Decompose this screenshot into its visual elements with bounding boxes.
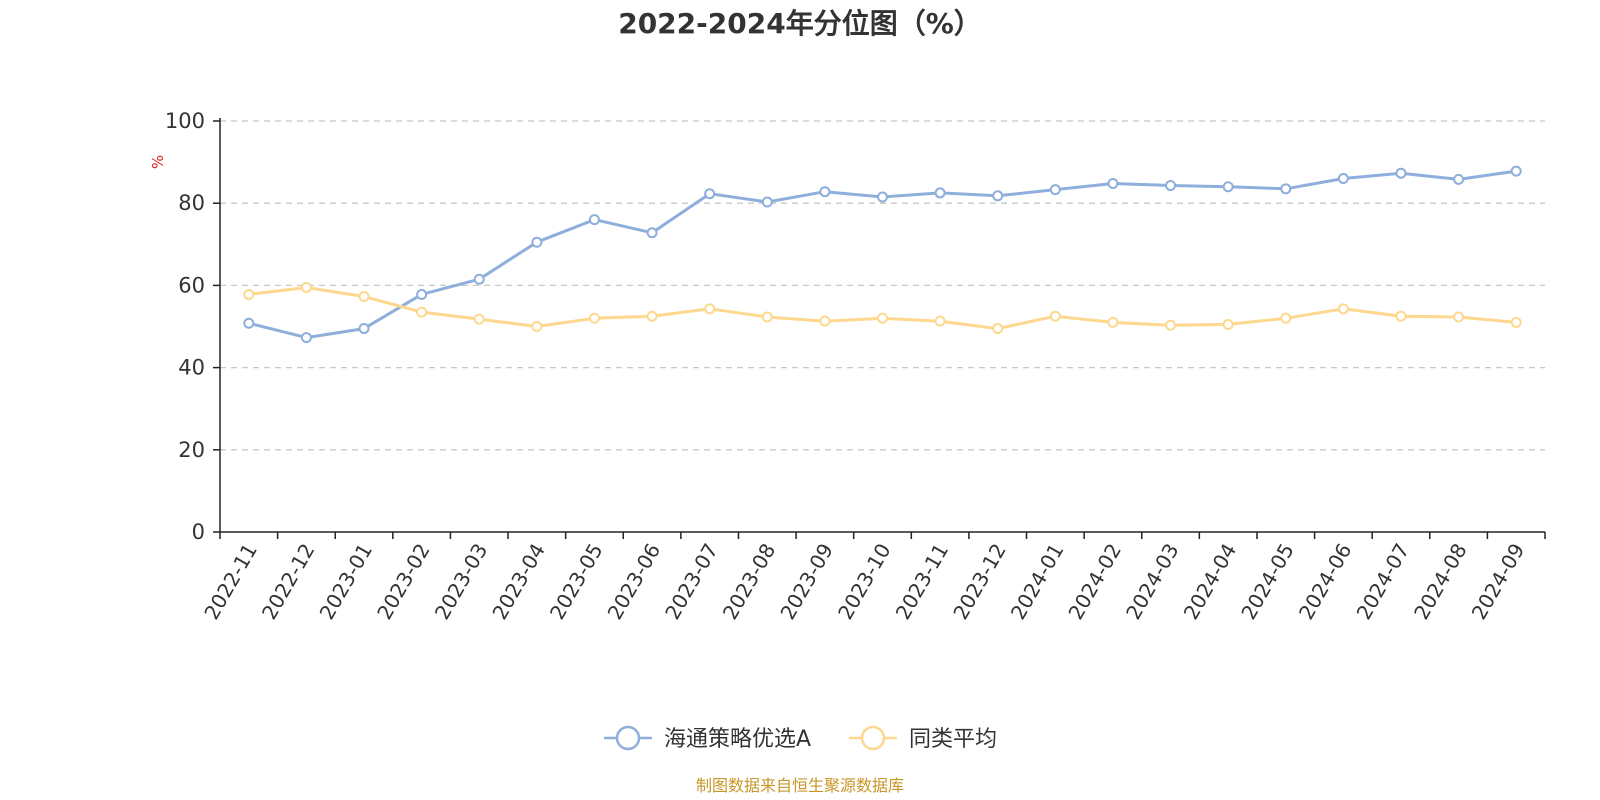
legend-label: 同类平均 xyxy=(909,727,997,752)
data-point-1-10[interactable] xyxy=(819,315,831,327)
data-point-0-10[interactable] xyxy=(819,186,831,198)
x-tick-label: 2023-12 xyxy=(948,539,1011,623)
data-point-0-1[interactable] xyxy=(300,332,312,344)
data-point-0-17[interactable] xyxy=(1222,181,1234,193)
chart-title: 2022-2024年分位图（%） xyxy=(618,7,982,40)
data-point-1-16[interactable] xyxy=(1165,319,1177,331)
data-point-0-15[interactable] xyxy=(1107,177,1119,189)
y-tick-label: 40 xyxy=(178,356,205,380)
data-point-1-2[interactable] xyxy=(358,290,370,302)
y-tick-label: 20 xyxy=(178,438,205,462)
data-point-0-16[interactable] xyxy=(1165,180,1177,192)
data-point-1-14[interactable] xyxy=(1049,310,1061,322)
data-point-0-19[interactable] xyxy=(1337,173,1349,185)
data-point-1-8[interactable] xyxy=(704,303,716,315)
data-point-1-17[interactable] xyxy=(1222,318,1234,330)
data-point-1-7[interactable] xyxy=(646,310,658,322)
data-point-0-11[interactable] xyxy=(877,191,888,203)
data-point-1-1[interactable] xyxy=(300,281,312,293)
x-tick-label: 2024-01 xyxy=(1006,539,1069,623)
y-tick-label: 0 xyxy=(192,520,205,544)
data-point-1-6[interactable] xyxy=(588,312,600,324)
x-tick-label: 2023-02 xyxy=(372,539,435,623)
data-point-0-22[interactable] xyxy=(1510,165,1522,177)
data-point-1-9[interactable] xyxy=(761,311,773,323)
data-point-0-21[interactable] xyxy=(1453,173,1465,185)
legend-item-0[interactable]: 海通策略优选A xyxy=(604,725,811,752)
data-point-1-4[interactable] xyxy=(473,313,485,325)
x-tick-label: 2024-09 xyxy=(1467,539,1530,623)
legend-marker-icon xyxy=(860,725,886,751)
data-point-0-7[interactable] xyxy=(646,227,658,239)
data-point-0-8[interactable] xyxy=(704,188,716,200)
legend[interactable]: 海通策略优选A 同类平均 xyxy=(604,725,997,752)
plot-area xyxy=(243,165,1522,344)
legend-marker-icon xyxy=(615,725,641,751)
x-tick-label: 2024-03 xyxy=(1121,539,1184,623)
data-point-0-18[interactable] xyxy=(1280,183,1292,195)
axes: 0 20 40 60 80 100 2022-112022-122023-012023-02… xyxy=(165,109,1546,624)
x-tick-label: 2023-10 xyxy=(833,539,896,623)
x-tick-label: 2024-02 xyxy=(1063,539,1126,623)
data-point-0-0[interactable] xyxy=(243,317,255,329)
x-tick-label: 2024-05 xyxy=(1236,539,1299,623)
data-point-0-5[interactable] xyxy=(531,236,543,248)
data-point-1-12[interactable] xyxy=(934,315,946,327)
data-point-0-20[interactable] xyxy=(1395,167,1407,179)
data-point-1-20[interactable] xyxy=(1395,310,1407,322)
data-point-1-21[interactable] xyxy=(1453,311,1465,323)
x-tick-label: 2024-07 xyxy=(1351,539,1414,623)
x-tick-label: 2023-01 xyxy=(315,539,378,623)
data-point-1-0[interactable] xyxy=(243,288,255,300)
data-point-1-22[interactable] xyxy=(1510,316,1522,328)
data-point-0-6[interactable] xyxy=(588,214,600,226)
legend-item-1[interactable]: 同类平均 xyxy=(849,725,997,752)
data-point-0-14[interactable] xyxy=(1049,184,1061,196)
data-point-1-15[interactable] xyxy=(1107,316,1119,328)
legend-label: 海通策略优选A xyxy=(664,727,811,752)
data-point-1-18[interactable] xyxy=(1280,312,1292,324)
x-tick-label: 2023-04 xyxy=(487,539,550,623)
x-tick-label: 2024-04 xyxy=(1179,539,1242,623)
x-tick-label: 2023-05 xyxy=(545,539,608,623)
y-tick-label: 100 xyxy=(165,109,205,133)
data-point-1-5[interactable] xyxy=(531,321,543,332)
source-note: 制图数据来自恒生聚源数据库 xyxy=(696,776,904,795)
data-point-0-13[interactable] xyxy=(992,190,1004,202)
data-point-0-9[interactable] xyxy=(761,196,773,208)
data-point-0-2[interactable] xyxy=(358,323,370,335)
data-point-1-3[interactable] xyxy=(416,306,428,318)
y-tick-label: 80 xyxy=(178,191,205,215)
x-tick-label: 2023-06 xyxy=(603,539,666,623)
data-point-1-13[interactable] xyxy=(992,323,1004,335)
y-unit-label: % xyxy=(149,155,167,169)
grid xyxy=(220,120,1545,451)
x-tick-label: 2022-12 xyxy=(257,539,320,623)
x-tick-label: 2024-08 xyxy=(1409,539,1472,623)
data-point-1-19[interactable] xyxy=(1337,303,1349,315)
y-tick-label: 60 xyxy=(178,273,205,297)
data-point-0-4[interactable] xyxy=(473,273,485,285)
x-tick-label: 2023-07 xyxy=(660,539,723,623)
x-tick-label: 2022-11 xyxy=(199,539,262,623)
data-point-0-3[interactable] xyxy=(416,288,428,300)
x-tick-label: 2023-03 xyxy=(430,539,493,623)
data-point-0-12[interactable] xyxy=(934,187,946,199)
x-tick-label: 2024-06 xyxy=(1294,539,1357,623)
x-tick-label: 2023-09 xyxy=(775,539,838,623)
x-tick-label: 2023-08 xyxy=(718,539,781,623)
data-point-1-11[interactable] xyxy=(877,312,888,324)
x-tick-label: 2023-11 xyxy=(891,539,954,623)
